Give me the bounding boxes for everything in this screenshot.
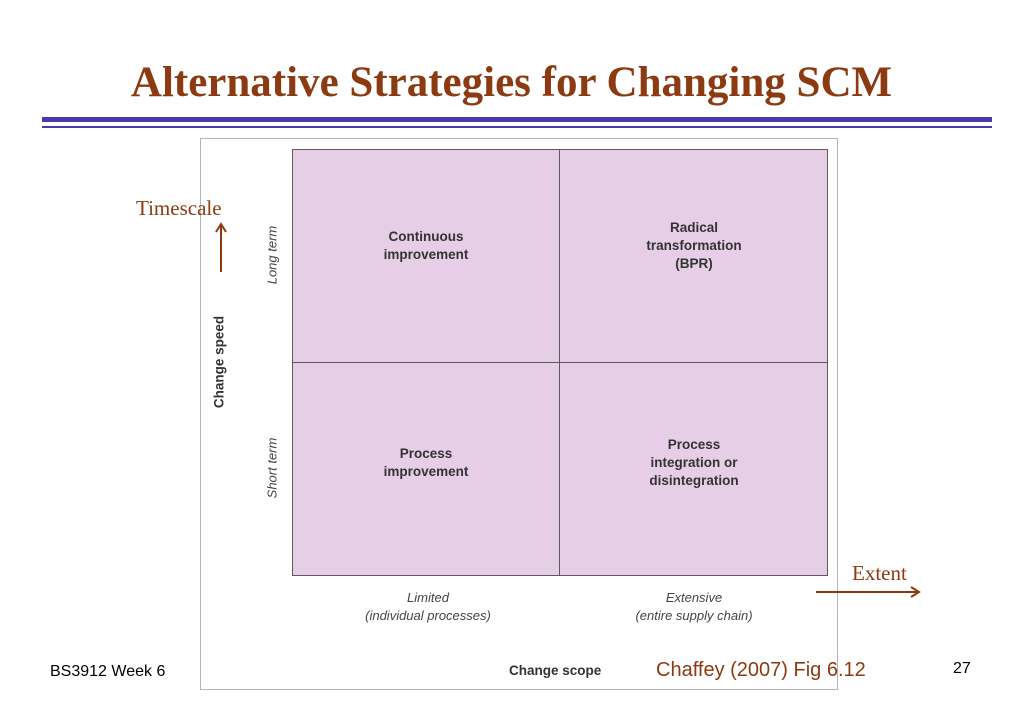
quadrant-top-right-label: Radical transformation (BPR) [646, 220, 742, 271]
quadrant-bottom-left-label: Process improvement [383, 446, 469, 479]
extent-annotation: Extent [852, 561, 907, 585]
source-citation: Chaffey (2007) Fig 6.12 [656, 659, 866, 681]
quadrant-bottom-left: Process improvement [293, 363, 559, 575]
y-axis-label: Change speed [211, 315, 227, 409]
slide-title: Alternative Strategies for Changing SCM [130, 59, 893, 106]
y-tick-short-term: Short term [264, 437, 280, 499]
quadrant-top-right: Radical transformation (BPR) [560, 150, 828, 362]
strategy-matrix: Continuous improvement Radical transform… [292, 149, 828, 576]
x-tick-limited: Limited (individual processes) [365, 590, 491, 623]
x-axis-label: Change scope [509, 663, 602, 678]
title-divider-thin [42, 126, 992, 128]
x-tick-extensive: Extensive (entire supply chain) [635, 590, 753, 623]
footer-course-label: BS3912 Week 6 [50, 663, 166, 680]
title-divider-thick [42, 117, 992, 122]
extent-arrow-icon [816, 586, 921, 598]
timescale-arrow-icon [215, 222, 227, 272]
timescale-annotation: Timescale [136, 196, 222, 220]
matrix-horizontal-divider [293, 362, 827, 363]
quadrant-bottom-right-label: Process integration or disintegration [649, 437, 739, 488]
y-tick-long-term: Long term [264, 225, 280, 285]
quadrant-bottom-right: Process integration or disintegration [560, 363, 828, 575]
page-number: 27 [953, 660, 971, 677]
quadrant-top-left-label: Continuous improvement [383, 229, 469, 262]
quadrant-top-left: Continuous improvement [293, 150, 559, 362]
